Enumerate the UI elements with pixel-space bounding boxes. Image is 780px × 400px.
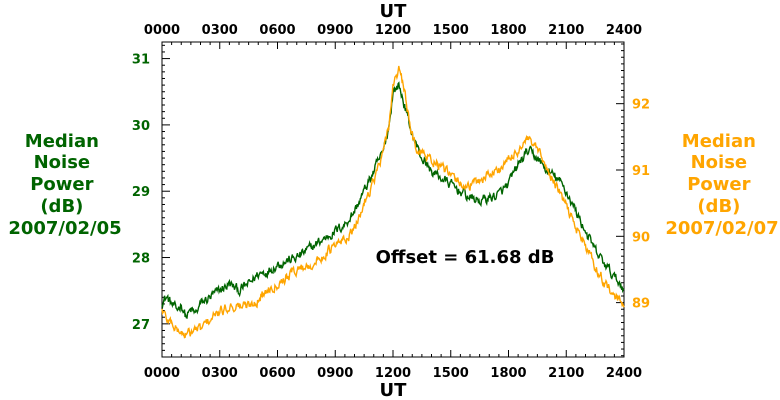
label-layer: 0000 0000 0300 0300 0600 0600 0900 0900 1200 1200…: [132, 23, 650, 381]
right-tick-label: 91: [632, 164, 650, 179]
x-tick-label-bottom: 0900: [317, 366, 353, 381]
x-tick-label-top: 2100: [548, 23, 584, 38]
right-tick-label: 90: [632, 230, 650, 245]
series-line-2007-02-07: [161, 65, 625, 339]
x-tick-label-top: 1800: [490, 23, 526, 38]
right-axis-title-line: Median: [682, 131, 756, 152]
left-axis-title-line: (dB): [40, 196, 83, 217]
offset-annotation: Offset = 61.68 dB: [376, 247, 555, 268]
x-tick-label-bottom: 1500: [433, 366, 469, 381]
left-axis-title: Median Noise Power (dB) 2007/02/05: [8, 131, 121, 239]
x-tick-label-bottom: 0300: [202, 366, 238, 381]
x-tick-label-bottom: 0000: [144, 366, 180, 381]
right-axis-title-line: Noise: [691, 152, 748, 173]
left-axis-title-line: Noise: [34, 152, 91, 173]
x-tick-label-bottom: 1800: [490, 366, 526, 381]
series-line-2007-02-05: [161, 81, 625, 319]
x-tick-label-bottom: 2400: [606, 366, 642, 381]
left-axis-title-line: Median: [25, 131, 99, 152]
left-axis-title-line: 2007/02/05: [8, 218, 121, 239]
left-tick-label: 31: [132, 53, 150, 68]
x-tick-label-bottom: 1200: [375, 366, 411, 381]
x-tick-label-top: 1200: [375, 23, 411, 38]
right-tick-label: 92: [632, 98, 650, 113]
x-tick-label-top: 0300: [202, 23, 238, 38]
right-axis-title-line: Power: [687, 174, 750, 195]
x-tick-label-top: 0600: [259, 23, 295, 38]
right-axis-title: Median Noise Power (dB) 2007/02/07: [665, 131, 778, 239]
x-tick-label-bottom: 0600: [259, 366, 295, 381]
x-tick-label-top: 1500: [433, 23, 469, 38]
x-tick-label-bottom: 2100: [548, 366, 584, 381]
left-axis-title-line: Power: [30, 174, 93, 195]
x-tick-label-top: 0900: [317, 23, 353, 38]
x-tick-label-top: 2400: [606, 23, 642, 38]
x-tick-label-top: 0000: [144, 23, 180, 38]
axis-ticks: [161, 42, 625, 358]
top-axis-title: UT: [380, 1, 408, 22]
left-tick-label: 27: [132, 318, 150, 333]
left-tick-label: 28: [132, 252, 150, 267]
left-tick-label: 30: [132, 119, 150, 134]
left-tick-label: 29: [132, 185, 150, 200]
bottom-axis-title: UT: [380, 380, 408, 400]
series-layer: [161, 65, 625, 339]
right-tick-label: 89: [632, 297, 650, 312]
right-axis-title-line: (dB): [697, 196, 740, 217]
right-axis-title-line: 2007/02/07: [665, 218, 778, 239]
